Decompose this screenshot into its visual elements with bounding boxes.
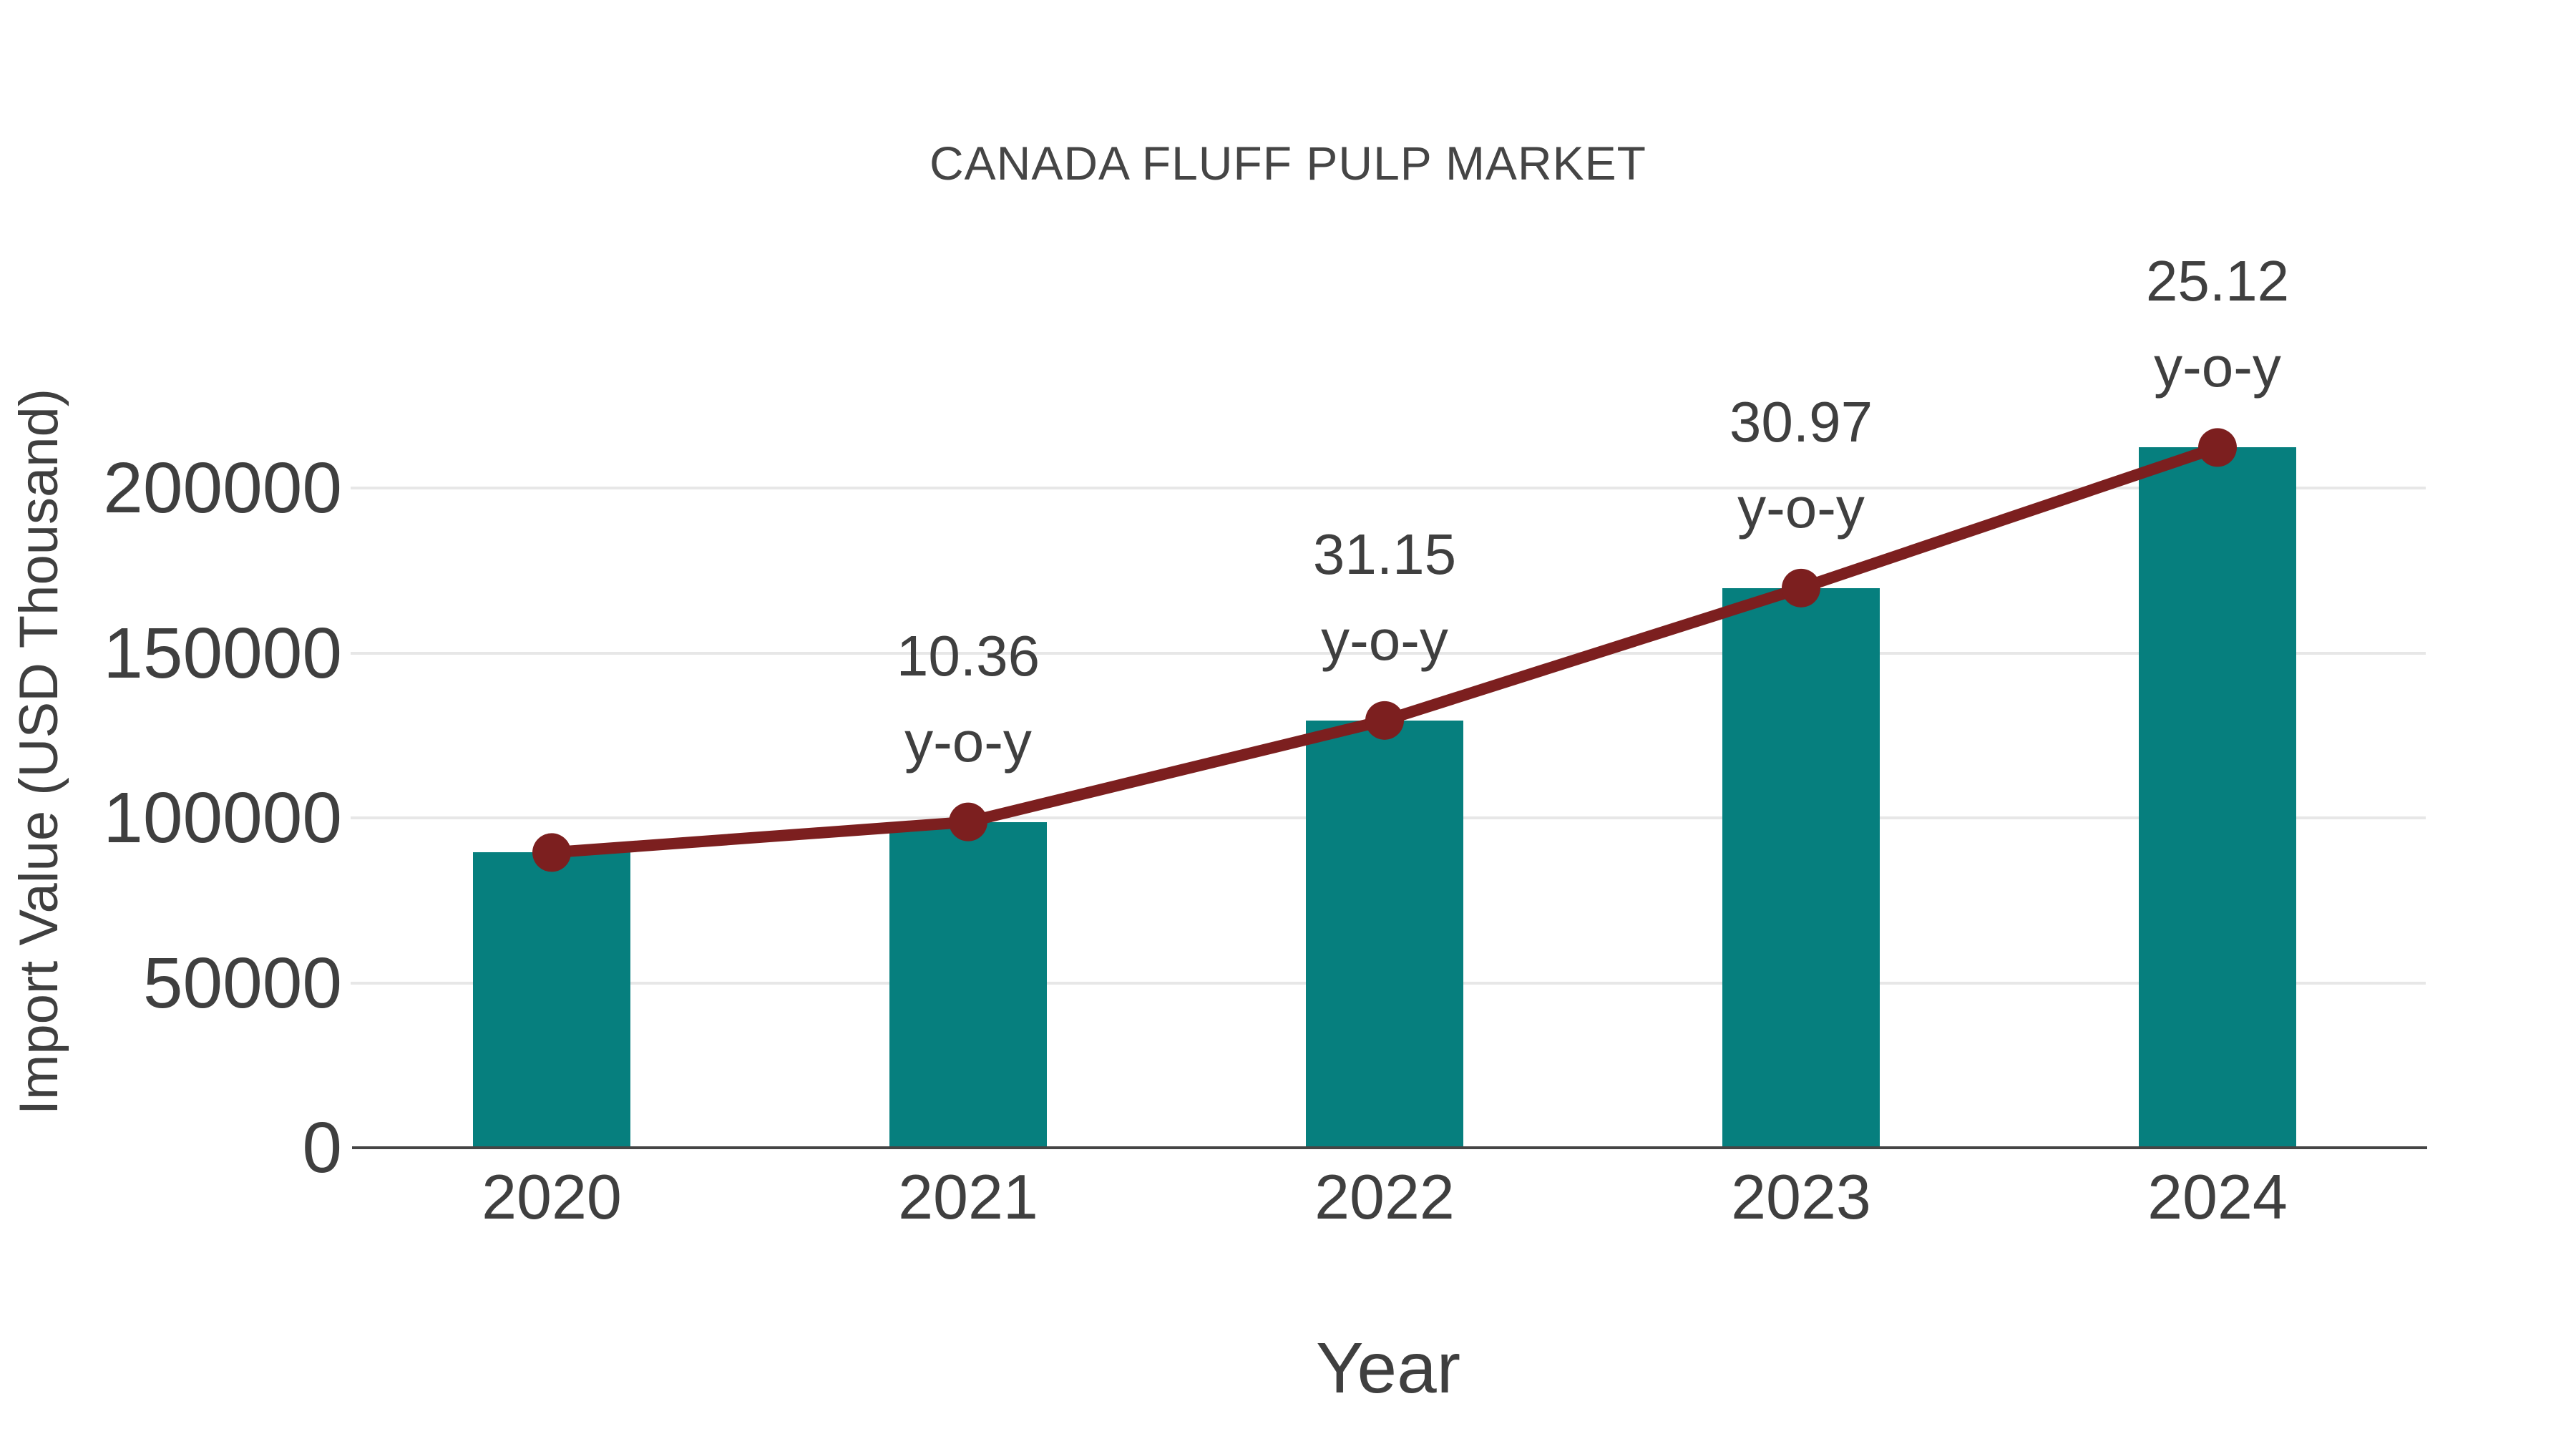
y-tick-label: 0 [302,1108,342,1188]
growth-suffix-label: y-o-y [1737,475,1865,540]
bar [889,821,1047,1148]
x-tick-label: 2024 [2147,1161,2288,1232]
x-tick-label: 2020 [482,1161,622,1232]
x-tick-label: 2021 [898,1161,1038,1232]
growth-value-label: 31.15 [1312,522,1457,586]
y-tick-label: 150000 [103,613,342,693]
chart-title: CANADA FLUFF PULP MARKET [930,137,1646,190]
x-tick-label: 2022 [1314,1161,1455,1232]
x-axis-title: Year [1315,1328,1461,1408]
y-tick-label: 200000 [103,448,342,528]
growth-value-label: 30.97 [1729,389,1873,454]
y-tick-label: 100000 [103,778,342,858]
growth-suffix-label: y-o-y [904,709,1032,774]
gridline [351,487,2426,489]
growth-suffix-label: y-o-y [2154,335,2281,399]
growth-suffix-label: y-o-y [1321,608,1448,672]
bar [1722,587,1880,1148]
growth-value-label: 25.12 [2145,249,2290,313]
bar [473,852,630,1148]
bar [1306,720,1463,1148]
growth-value-label: 10.36 [896,623,1040,688]
y-axis-title-wrap: Import Value (USD Thousand) [0,249,79,1254]
y-tick-label: 50000 [142,942,342,1023]
x-tick-label: 2023 [1731,1161,1871,1232]
bar [2139,447,2296,1148]
x-axis-line [352,1146,2427,1149]
